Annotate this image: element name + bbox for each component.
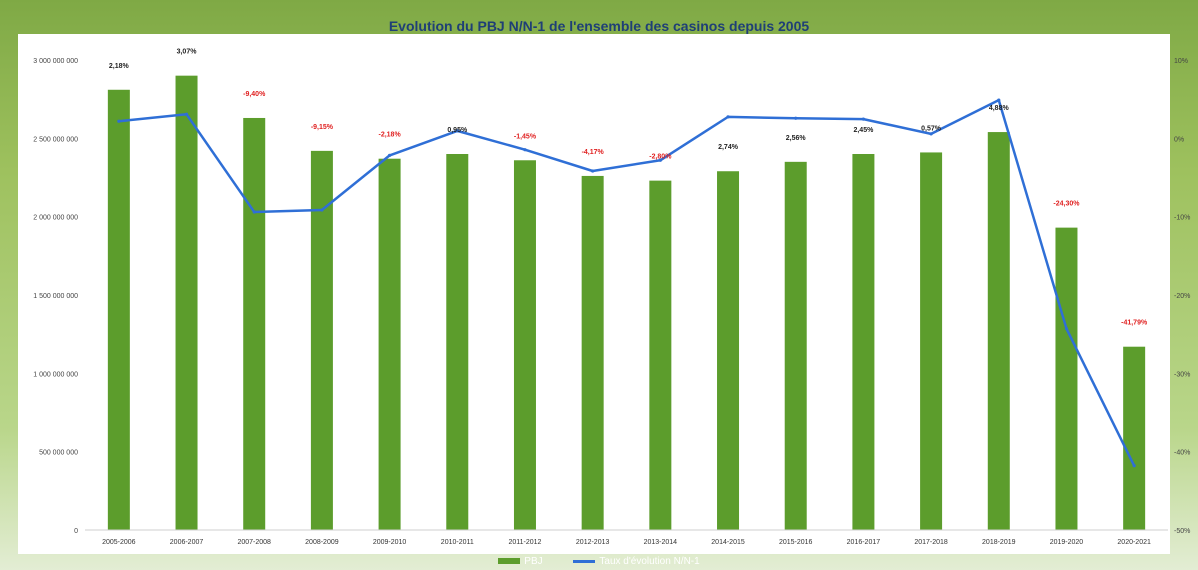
line-point-taux <box>591 169 595 173</box>
line-point-taux <box>929 132 933 136</box>
data-label-taux: -24,30% <box>1053 201 1080 208</box>
line-point-taux <box>523 148 527 152</box>
bar-pbj <box>649 180 672 530</box>
y-right-tick-label: -40% <box>1174 450 1190 457</box>
bar-pbj <box>513 160 536 530</box>
legend-swatch-bar <box>498 558 521 565</box>
y-left-tick-label: 1 500 000 000 <box>33 293 78 300</box>
data-label-taux: -9,40% <box>243 91 266 98</box>
data-label-taux: 3,07% <box>177 49 198 56</box>
bar-pbj <box>446 154 469 530</box>
data-label-taux: 2,18% <box>109 63 130 70</box>
legend-item-pbj: PBJ <box>498 556 543 567</box>
x-tick-label: 2010-2011 <box>441 539 474 546</box>
x-tick-label: 2005-2006 <box>102 539 136 546</box>
line-point-taux <box>861 117 866 121</box>
line-point-taux <box>455 129 459 133</box>
y-left-tick-label: 3 000 000 000 <box>33 58 78 65</box>
line-point-taux <box>794 116 798 120</box>
line-point-taux <box>184 112 189 116</box>
data-label-taux: -2,18% <box>379 132 402 139</box>
x-tick-label: 2008-2009 <box>305 539 339 546</box>
x-tick-label: 2011-2012 <box>508 539 541 546</box>
y-left-tick-label: 2 000 000 000 <box>33 215 78 222</box>
x-tick-label: 2016-2017 <box>847 539 881 546</box>
line-point-taux <box>387 153 392 158</box>
x-tick-label: 2013-2014 <box>644 539 678 546</box>
line-point-taux <box>1132 464 1136 468</box>
line-point-taux <box>997 98 1001 102</box>
data-label-taux: -2,80% <box>649 154 672 161</box>
bar-pbj <box>310 150 333 530</box>
y-right-tick-label: 0% <box>1174 136 1184 143</box>
x-tick-label: 2020-2021 <box>1117 539 1151 546</box>
bar-pbj <box>852 154 875 530</box>
y-left-tick-label: 500 000 000 <box>39 450 78 457</box>
data-label-taux: -41,79% <box>1121 320 1148 327</box>
y-left-tick-label: 0 <box>74 528 78 535</box>
x-tick-label: 2015-2016 <box>779 539 813 546</box>
data-label-taux: 4,88% <box>989 105 1010 112</box>
line-point-taux <box>117 119 121 123</box>
bar-pbj <box>175 75 198 531</box>
line-point-taux <box>658 158 662 162</box>
y-right-tick-label: 10% <box>1174 58 1188 65</box>
line-taux-evolution <box>118 98 1136 467</box>
line-point-taux <box>726 115 730 119</box>
y-right-tick-label: -10% <box>1174 215 1190 222</box>
bar-pbj <box>243 117 266 530</box>
legend-label-pbj: PBJ <box>524 556 543 567</box>
x-tick-label: 2012-2013 <box>576 539 610 546</box>
x-tick-label: 2017-2018 <box>914 539 948 546</box>
bar-pbj <box>1123 346 1146 530</box>
y-right-tick-label: -20% <box>1174 293 1190 300</box>
line-point-taux <box>1064 327 1069 331</box>
x-tick-label: 2006-2007 <box>170 539 204 546</box>
x-tick-label: 2009-2010 <box>373 539 407 546</box>
bar-pbj <box>1055 227 1078 530</box>
bar-pbj <box>920 152 943 530</box>
y-left-tick-label: 2 500 000 000 <box>33 136 78 143</box>
data-label-taux: -1,45% <box>514 133 537 140</box>
data-label-taux: 2,74% <box>718 144 739 151</box>
x-tick-label: 2007-2008 <box>237 539 271 546</box>
x-tick-label: 2014-2015 <box>711 539 745 546</box>
chart-title: Evolution du PBJ N/N-1 de l'ensemble des… <box>388 18 810 34</box>
legend-label-taux: Taux d'évolution N/N-1 <box>599 556 700 567</box>
y-right-tick-label: -30% <box>1174 371 1190 378</box>
y-left-tick-label: 1 000 000 000 <box>33 371 78 378</box>
data-label-taux: 0,95% <box>447 127 468 134</box>
bar-pbj <box>107 89 130 531</box>
x-tick-label: 2018-2019 <box>982 539 1016 546</box>
line-point-taux <box>252 210 256 214</box>
bar-pbj <box>717 171 740 530</box>
bar-pbj <box>987 132 1010 531</box>
line-point-taux <box>320 208 324 212</box>
y-right-tick-label: -50% <box>1174 528 1190 535</box>
bar-pbj <box>581 175 604 530</box>
data-label-taux: 2,45% <box>853 127 874 134</box>
bar-pbj <box>784 161 807 531</box>
x-tick-label: 2019-2020 <box>1050 539 1084 546</box>
legend-swatch-line <box>573 559 596 563</box>
bar-pbj <box>378 158 401 530</box>
data-label-taux: -4,17% <box>582 149 605 156</box>
data-label-taux: 2,56% <box>786 135 807 142</box>
legend-item-taux: Taux d'évolution N/N-1 <box>573 556 700 567</box>
chart-legend: PBJ Taux d'évolution N/N-1 <box>0 556 1198 567</box>
data-label-taux: -9,15% <box>311 124 334 131</box>
data-label-taux: 0,57% <box>921 125 942 132</box>
